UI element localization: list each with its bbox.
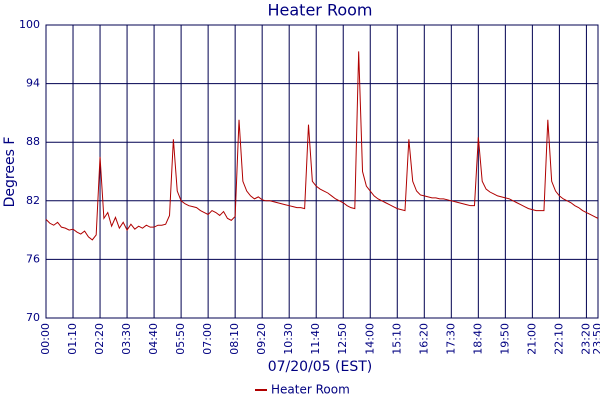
x-tick-label: 02:20 [93,323,106,355]
x-tick-label: 15:10 [390,323,403,355]
x-tick-label: 08:10 [228,323,241,355]
x-tick-label: 03:30 [120,323,133,355]
y-tick-label: 100 [19,18,40,31]
x-tick-label: 05:50 [174,323,187,355]
y-axis-label: Degrees F [2,137,18,208]
data-line [45,51,599,241]
x-tick-label: 21:00 [525,323,538,355]
x-tick-label: 18:40 [471,323,484,355]
y-tick-label: 88 [26,135,40,148]
x-tick-label: 00:00 [39,323,52,355]
x-tick-label: 10:30 [282,323,295,355]
x-tick-label: 09:20 [255,323,268,355]
chart-title: Heater Room [267,1,372,20]
x-axis-label: 07/20/05 (EST) [268,359,373,375]
x-tick-label: 22:10 [552,323,565,355]
x-tick-label: 23:20 [579,323,592,355]
x-tick-label: 01:10 [66,323,79,355]
y-tick-label: 70 [26,311,40,324]
x-tick-label: 23:50 [591,323,600,355]
plot-area [45,24,599,319]
x-tick-label: 14:00 [363,323,376,355]
x-tick-label: 07:00 [201,323,214,355]
x-tick-label: 16:20 [417,323,430,355]
y-tick-label: 76 [26,252,40,265]
x-tick-label: 11:40 [309,323,322,355]
x-tick-label: 12:50 [336,323,349,355]
x-tick-label: 04:40 [147,323,160,355]
y-tick-label: 94 [26,77,40,90]
x-tick-label: 19:50 [498,323,511,355]
legend-label: Heater Room [271,383,350,397]
y-tick-label: 82 [26,194,40,207]
x-tick-label: 17:30 [444,323,457,355]
